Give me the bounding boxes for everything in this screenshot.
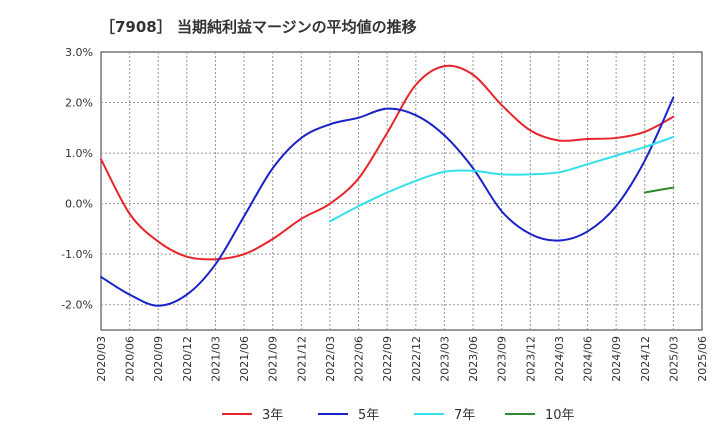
- x-tick-label: 2023/03: [438, 336, 451, 382]
- y-tick-label: 1.0%: [65, 147, 93, 160]
- legend-label-3: 7年: [454, 408, 475, 423]
- series-line-2: [100, 96, 675, 307]
- x-tick-label: 2021/06: [238, 336, 251, 382]
- chart-title: ［7908］ 当期純利益マージンの平均値の推移: [100, 18, 417, 36]
- legend: 3年 5年 7年 10年: [222, 408, 575, 423]
- x-tick-label: 2023/12: [524, 336, 537, 382]
- x-tick-label: 2024/12: [639, 336, 652, 382]
- x-tick-label: 2024/06: [582, 336, 595, 382]
- x-tick-label: 2020/03: [95, 336, 108, 382]
- x-tick-label: 2023/09: [496, 336, 509, 382]
- x-tick-label: 2020/09: [152, 336, 165, 382]
- x-tick-label: 2022/09: [381, 336, 394, 382]
- series-line-3: [328, 135, 675, 223]
- grid-layer: [100, 51, 703, 331]
- y-tick-label: -1.0%: [61, 248, 93, 261]
- legend-label-4: 10年: [545, 408, 575, 423]
- plot-area: [100, 51, 703, 331]
- x-tick-label: 2025/03: [667, 336, 680, 382]
- x-tick-label: 2024/03: [553, 336, 566, 382]
- x-tick-label: 2021/09: [267, 336, 280, 382]
- x-tick-label: 2022/12: [410, 336, 423, 382]
- x-tick-label: 2023/06: [467, 336, 480, 382]
- series-line-1: [100, 64, 675, 261]
- x-tick-label: 2022/06: [353, 336, 366, 382]
- x-tick-label: 2024/09: [610, 336, 623, 382]
- y-tick-label: 2.0%: [65, 97, 93, 110]
- legend-label-2: 5年: [358, 408, 379, 423]
- y-tick-label: 3.0%: [65, 46, 93, 59]
- x-tick-label: 2020/12: [181, 336, 194, 382]
- y-tick-label: -2.0%: [61, 299, 93, 312]
- x-tick-label: 2021/12: [295, 336, 308, 382]
- x-tick-label: 2025/06: [696, 336, 709, 382]
- x-tick-label: 2022/03: [324, 336, 337, 382]
- legend-label-1: 3年: [262, 408, 283, 423]
- axis-layer: 2020/03 2020/06 2020/09 2020/12 2021/03 2021/…: [61, 46, 709, 382]
- x-tick-label: 2021/03: [209, 336, 222, 382]
- x-tick-label: 2020/06: [124, 336, 137, 382]
- y-tick-label: 0.0%: [65, 198, 93, 211]
- series-layer: [100, 64, 675, 307]
- series-line-4: [643, 186, 675, 194]
